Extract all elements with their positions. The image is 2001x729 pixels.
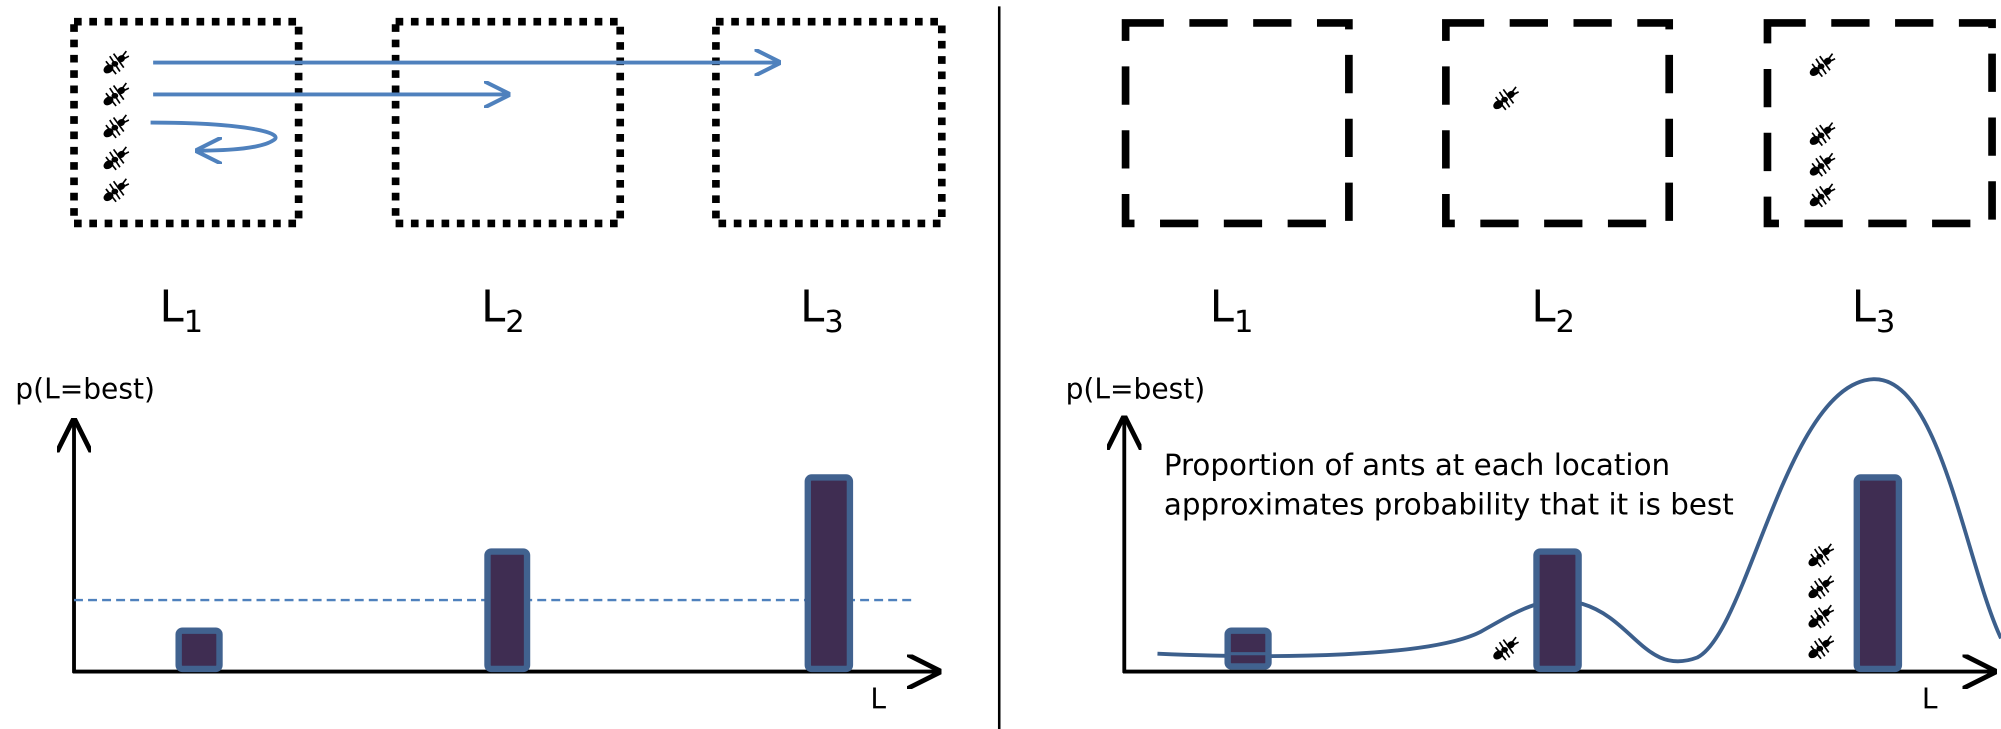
annotation: approximates probability that it is best — [1164, 488, 1734, 522]
diagram: L1 L2 L3 p(L=best) L L1 L2 L3 p(L=best) … — [0, 0, 2001, 729]
arrows — [151, 63, 779, 151]
left-bars — [179, 477, 850, 669]
annotation: Proportion of ants at each location — [1164, 448, 1670, 482]
location-label: L1 — [160, 283, 204, 340]
right-labels: L1 L2 L3 — [1210, 283, 1896, 340]
location-label: L2 — [1531, 283, 1575, 340]
y-axis-label: p(L=best) — [15, 372, 155, 405]
location-label: L1 — [1210, 283, 1254, 340]
location-label: L3 — [1852, 283, 1896, 340]
ants — [103, 51, 129, 202]
right-boxes — [1126, 23, 1993, 223]
left-labels: L1 L2 L3 — [160, 283, 844, 340]
x-axis-label: L — [1922, 683, 1938, 716]
location-label: L2 — [481, 283, 525, 340]
location-label: L3 — [800, 283, 844, 340]
y-axis-label: p(L=best) — [1066, 372, 1206, 405]
x-axis-label: L — [870, 683, 886, 716]
